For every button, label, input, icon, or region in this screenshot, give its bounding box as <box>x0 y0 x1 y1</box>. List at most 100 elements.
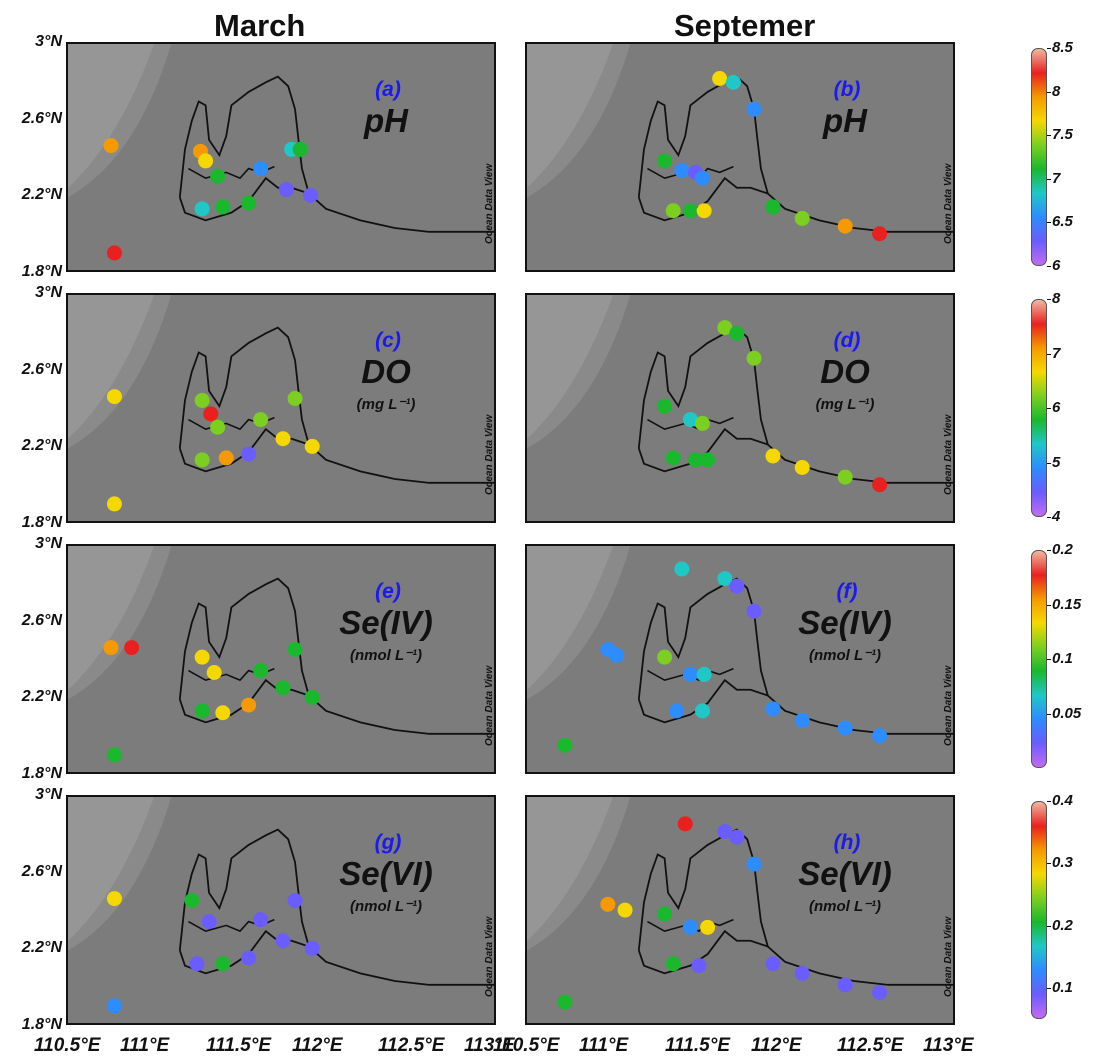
station-point <box>794 965 810 981</box>
station-point <box>103 640 119 656</box>
deep-shading <box>527 44 613 188</box>
station-point <box>194 201 210 217</box>
x-tick-label: 111.5°E <box>206 1035 271 1056</box>
river-channel <box>647 918 734 933</box>
colorbar-tick <box>1047 550 1051 551</box>
panel-unit: (mg L⁻¹) <box>356 396 416 413</box>
panel-variable: DO <box>820 353 870 390</box>
panel-variable: Se(IV) <box>798 604 892 641</box>
map-panel-a: (a) pH Ocean Data View <box>66 42 496 272</box>
y-tick-label: 2.2°N <box>21 939 62 957</box>
map-canvas <box>527 546 953 772</box>
shelf-shading <box>527 546 953 772</box>
coastline <box>178 577 494 735</box>
colorbar-label: 0.3 <box>1052 854 1073 872</box>
station-point <box>717 824 733 839</box>
shelf-shading <box>527 295 953 521</box>
station-point <box>696 203 712 219</box>
colorbar-label: 8.5 <box>1052 39 1073 56</box>
station-point <box>794 210 810 226</box>
station-point <box>674 561 690 577</box>
station-point <box>657 649 673 665</box>
y-tick-label: 2.2°N <box>21 186 62 204</box>
colorbar-label: 0.1 <box>1052 650 1073 667</box>
station-point <box>210 419 226 435</box>
odv-watermark: Ocean Data View <box>484 414 495 495</box>
station-point <box>189 956 205 972</box>
station-point <box>729 578 745 594</box>
station-point <box>837 977 853 993</box>
odv-watermark: Ocean Data View <box>484 665 495 746</box>
station-point <box>746 856 762 872</box>
map-panel-c: (c) DO (mg L⁻¹) Ocean Data View <box>66 293 496 523</box>
x-tick-label: 112.5°E <box>378 1035 445 1056</box>
panel-letter: (d) <box>833 329 861 352</box>
x-tick-label: 111°E <box>579 1035 629 1056</box>
map-panel-d: (d) DO (mg L⁻¹) Ocean Data View <box>525 293 955 523</box>
x-tick-label: 113°E <box>923 1035 974 1056</box>
station-point <box>694 170 710 186</box>
map-canvas <box>68 546 494 772</box>
colorbar-tick <box>1047 801 1051 802</box>
panel-unit: (nmol L⁻¹) <box>349 898 423 915</box>
station-point <box>700 452 716 468</box>
station-point <box>657 153 673 169</box>
station-point <box>201 914 217 930</box>
shelf-shading <box>68 797 494 1023</box>
x-tick-label: 112.5°E <box>837 1035 904 1056</box>
station-point <box>837 218 853 234</box>
y-tick-label: 3°N <box>35 284 62 301</box>
colorbar-tick <box>1047 408 1051 409</box>
map-canvas <box>68 797 494 1023</box>
station-point <box>124 640 140 656</box>
station-point <box>765 199 781 215</box>
y-tick-label: 1.8°N <box>21 263 62 280</box>
map-canvas <box>68 295 494 521</box>
station-point <box>275 431 291 447</box>
station-point <box>674 163 690 178</box>
colorbar <box>1031 299 1047 517</box>
station-point <box>253 663 269 679</box>
shelf-shading <box>527 797 953 1023</box>
coastline <box>178 326 494 484</box>
shelf-shading <box>68 546 494 772</box>
panel-variable: pH <box>823 102 867 139</box>
colorbar-label: 6.5 <box>1052 213 1073 231</box>
station-point <box>700 919 716 935</box>
panel-letter: (c) <box>375 329 401 352</box>
panel-unit: (nmol L⁻¹) <box>808 647 882 664</box>
station-point <box>198 153 214 169</box>
station-point <box>657 398 673 414</box>
station-point <box>696 666 712 682</box>
y-tick-label: 2.2°N <box>21 437 62 455</box>
river-channel <box>647 667 734 682</box>
deep-shading <box>527 546 613 690</box>
station-point <box>765 448 781 464</box>
station-point <box>106 891 122 907</box>
odv-watermark: Ocean Data View <box>484 163 495 244</box>
colorbar-label: 6 <box>1052 399 1061 416</box>
y-tick-label: 2.6°N <box>21 862 62 880</box>
shelf-shading <box>68 44 494 270</box>
odv-watermark: Ocean Data View <box>484 916 495 997</box>
station-point <box>669 703 685 719</box>
panel-variable: pH <box>364 102 408 139</box>
station-point <box>275 680 291 696</box>
panel-letter: (f) <box>836 580 858 603</box>
panel-letter: (h) <box>833 831 861 854</box>
station-point <box>106 245 122 261</box>
station-point <box>215 705 231 721</box>
panel-letter: (b) <box>833 78 861 101</box>
x-tick-label: 111.5°E <box>665 1035 730 1056</box>
panel-unit: (mg L⁻¹) <box>815 396 875 413</box>
station-point <box>203 406 219 422</box>
station-point <box>287 642 303 657</box>
station-point <box>746 350 762 366</box>
x-tick-label: 110.5°E <box>493 1035 560 1056</box>
map-canvas <box>68 44 494 270</box>
colorbar <box>1031 801 1047 1019</box>
colorbar-tick <box>1047 659 1051 660</box>
station-point <box>665 203 681 219</box>
colorbar-tick <box>1047 222 1051 224</box>
station-point <box>253 412 269 428</box>
